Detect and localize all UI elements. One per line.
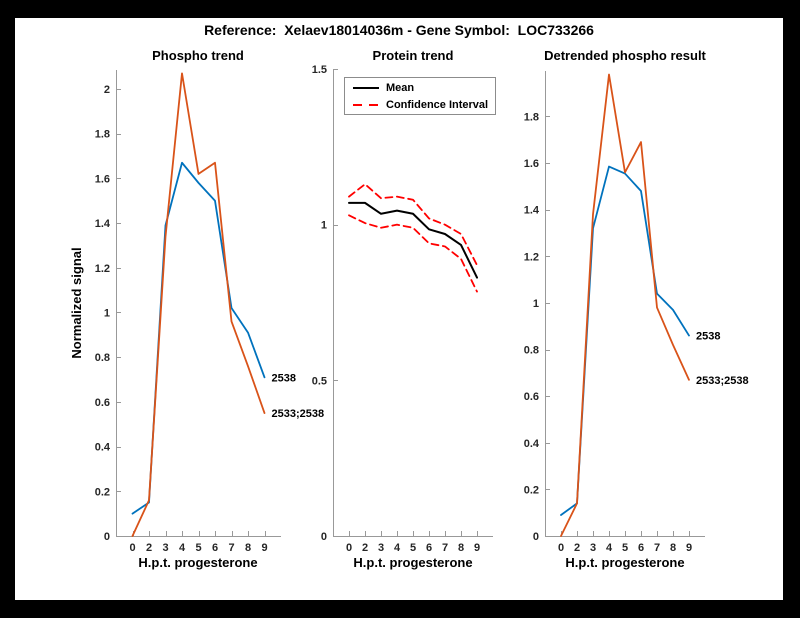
x-tick-label: 3 [590, 542, 596, 554]
x-tick-label: 0 [129, 542, 135, 554]
legend-entry-confidence-interval: Confidence Interval [352, 98, 495, 112]
y-tick-label: 1.8 [524, 111, 539, 123]
x-axis-label-3: H.p.t. progesterone [565, 555, 685, 570]
y-tick-label: 1.5 [312, 64, 327, 76]
y-tick-label: 0.6 [524, 391, 539, 403]
x-tick-label: 7 [228, 542, 234, 554]
x-tick-label: 6 [638, 542, 644, 554]
legend-entry-mean: Mean [352, 81, 495, 95]
y-tick-label: 0 [104, 531, 110, 543]
plot-canvas: 0 2 3 4 5 6 7 8 900.20.40.60.811.21.41.61.822538… [95, 64, 749, 554]
legend-ci-label: Confidence Interval [386, 98, 489, 111]
y-tick-label: 1.6 [95, 173, 110, 185]
x-tick-label: 9 [261, 542, 267, 554]
x-axis-label-2: H.p.t. progesterone [353, 555, 473, 570]
legend-mean-label: Mean [386, 81, 415, 94]
x-tick-label: 9 [686, 542, 692, 554]
series-line [348, 201, 478, 279]
series-end-label: 2533;2538 [272, 408, 325, 420]
y-tick-label: 1.4 [95, 218, 111, 230]
series-line [348, 183, 478, 267]
x-tick-label: 4 [606, 542, 613, 554]
y-tick-label: 0.2 [95, 486, 110, 498]
x-tick-label: 5 [410, 542, 416, 554]
x-axis-label-1: H.p.t. progesterone [138, 555, 258, 570]
x-tick-label: 7 [654, 542, 660, 554]
x-tick-label: 6 [212, 542, 218, 554]
y-tick-label: 0.6 [95, 397, 110, 409]
series-end-label: 2538 [696, 331, 720, 343]
legend-mean-line-sample [353, 86, 379, 89]
figure: Reference: Xelaev18014036m - Gene Symbol… [15, 18, 783, 600]
x-tick-label: 4 [179, 542, 186, 554]
y-tick-label: 1 [533, 298, 539, 310]
series-line [560, 73, 690, 537]
series-end-label: 2533;2538 [696, 375, 749, 387]
subplot-detrended-title: Detrended phospho result [544, 48, 706, 63]
x-tick-label: 2 [362, 542, 368, 554]
x-tick-label: 5 [195, 542, 201, 554]
legend-box: Mean Confidence Interval [344, 77, 496, 115]
x-tick-label: 2 [574, 542, 580, 554]
y-axis-label: Normalized signal [69, 247, 84, 359]
figure-main-title: Reference: Xelaev18014036m - Gene Symbol… [204, 22, 594, 38]
y-tick-label: 1.2 [95, 263, 110, 275]
y-tick-label: 0.4 [524, 438, 540, 450]
y-tick-label: 0.4 [95, 442, 111, 454]
x-tick-label: 8 [245, 542, 251, 554]
series-line [131, 72, 266, 537]
x-tick-label: 8 [458, 542, 464, 554]
x-tick-label: 2 [146, 542, 152, 554]
y-tick-label: 0.5 [312, 375, 327, 387]
y-tick-label: 1 [104, 307, 110, 319]
subplot-phospho-title: Phospho trend [152, 48, 244, 63]
y-tick-label: 0 [533, 531, 539, 543]
y-tick-label: 0.2 [524, 484, 539, 496]
y-tick-label: 0 [321, 531, 327, 543]
x-tick-label: 6 [426, 542, 432, 554]
subplot-protein-title: Protein trend [372, 48, 454, 63]
x-tick-label: 9 [474, 542, 480, 554]
x-tick-label: 8 [670, 542, 676, 554]
series-end-label: 2538 [272, 372, 296, 384]
y-tick-label: 0.8 [524, 345, 539, 357]
x-tick-label: 3 [162, 542, 168, 554]
legend-ci-line-sample [353, 103, 379, 106]
y-tick-label: 1.4 [524, 205, 540, 217]
x-tick-label: 5 [622, 542, 628, 554]
x-tick-label: 4 [394, 542, 401, 554]
series-line [560, 165, 690, 516]
x-tick-label: 7 [442, 542, 448, 554]
y-tick-label: 2 [104, 84, 110, 96]
y-tick-label: 1.2 [524, 251, 539, 263]
y-tick-label: 1.6 [524, 158, 539, 170]
y-tick-label: 0.8 [95, 352, 110, 364]
y-tick-label: 1.8 [95, 129, 110, 141]
x-tick-label: 3 [378, 542, 384, 554]
x-tick-label: 0 [346, 542, 352, 554]
series-line [348, 214, 478, 293]
y-tick-label: 1 [321, 220, 327, 232]
x-tick-label: 0 [558, 542, 564, 554]
